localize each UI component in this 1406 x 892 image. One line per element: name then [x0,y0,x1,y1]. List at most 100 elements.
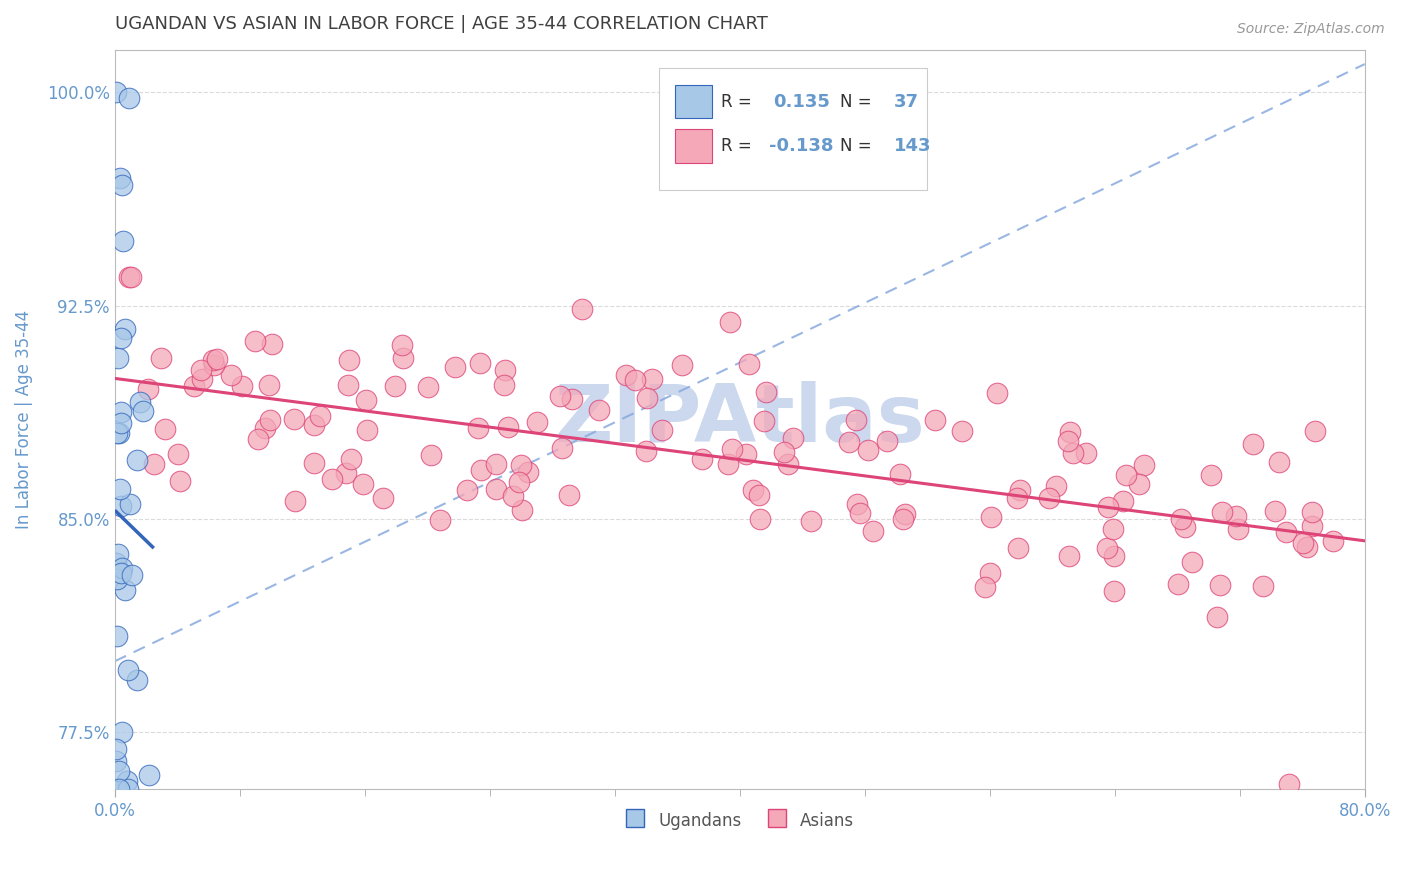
Point [1251,579,1274,593]
Point [979,566,1001,580]
Point [183,379,205,393]
Point [485,482,508,496]
Point [391,338,413,352]
Point [110,331,132,345]
Point [485,457,508,471]
Point [690,451,713,466]
Point [1199,467,1222,482]
Point [467,421,489,435]
Point [470,463,492,477]
Point [105,741,128,756]
Point [1296,540,1319,554]
Point [468,356,491,370]
Point [738,357,761,371]
Point [526,416,548,430]
Point [755,384,778,399]
Point [742,483,765,497]
Point [876,434,898,448]
Point [1241,437,1264,451]
Point [356,423,378,437]
Text: N =: N = [839,137,877,155]
Text: 37: 37 [894,93,918,111]
Point [1045,479,1067,493]
Point [1062,446,1084,460]
Point [1095,541,1118,556]
Point [114,582,136,597]
Point [496,420,519,434]
Point [1301,518,1323,533]
Point [1074,446,1097,460]
Point [429,513,451,527]
Point [111,560,134,574]
Point [111,178,134,193]
Point [283,412,305,426]
Y-axis label: In Labor Force | Age 35-44: In Labor Force | Age 35-44 [15,310,32,529]
Point [973,580,995,594]
Point [371,491,394,505]
Text: 0.135: 0.135 [773,93,831,111]
FancyBboxPatch shape [658,69,928,190]
Point [748,488,770,502]
Point [1059,425,1081,439]
Point [636,391,658,405]
Point [1128,476,1150,491]
Point [1180,555,1202,569]
Point [444,360,467,375]
Point [337,352,360,367]
Point [128,394,150,409]
Point [1010,483,1032,497]
Point [121,567,143,582]
Point [773,445,796,459]
Point [120,270,142,285]
Point [105,754,128,768]
Point [132,403,155,417]
Point [118,497,141,511]
Point [1301,505,1323,519]
Point [1112,494,1135,508]
Point [108,764,131,778]
Text: Source: ZipAtlas.com: Source: ZipAtlas.com [1237,22,1385,37]
Point [118,270,141,285]
Text: R =: R = [721,93,762,111]
Point [950,424,973,438]
Point [105,782,128,797]
Point [190,362,212,376]
Point [510,503,533,517]
Point [1292,536,1315,550]
Point [517,466,540,480]
Point [1275,524,1298,539]
Point [735,447,758,461]
Point [1057,434,1080,448]
Point [105,425,128,440]
Point [108,426,131,441]
Point [384,379,406,393]
Point [749,512,772,526]
Point [1174,520,1197,534]
Point [557,488,579,502]
Point [115,773,138,788]
Point [891,511,914,525]
Bar [675,129,713,162]
Point [246,432,269,446]
Point [108,170,131,185]
Point [219,368,242,383]
Point [1102,549,1125,563]
Point [641,372,664,386]
Point [492,377,515,392]
Point [127,673,149,688]
Point [752,414,775,428]
Point [114,322,136,336]
Point [138,768,160,782]
Point [1211,504,1233,518]
Point [107,548,129,562]
Point [1268,455,1291,469]
Point [588,403,610,417]
Point [1005,491,1028,505]
Point [1303,424,1326,438]
Point [321,472,343,486]
Point [110,405,132,419]
Point [717,457,740,471]
Point [1115,468,1137,483]
Point [105,556,128,570]
Point [110,482,132,496]
